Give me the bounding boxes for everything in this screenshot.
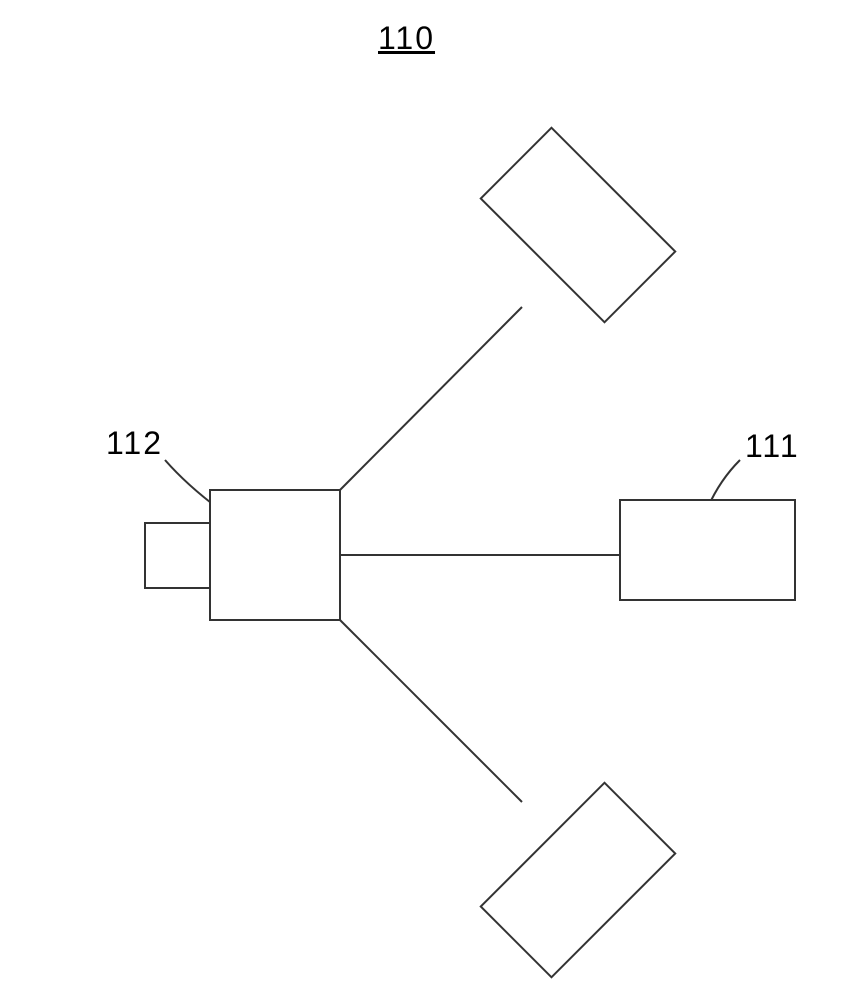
node-bottom-box (481, 783, 675, 977)
ref-label-112: 112 (106, 425, 163, 462)
node-right-box (620, 500, 795, 600)
nodes-group (145, 128, 795, 977)
diagram-svg (0, 0, 867, 1000)
node-hub (210, 490, 340, 620)
edge-hub-bottom (340, 620, 522, 802)
ref-label-111: 111 (745, 428, 800, 465)
node-hub-tail (145, 523, 210, 588)
diagram-container: 110 11 (0, 0, 867, 1000)
edge-hub-top (340, 307, 522, 490)
node-top-box (481, 128, 675, 322)
edges-group (340, 307, 620, 802)
